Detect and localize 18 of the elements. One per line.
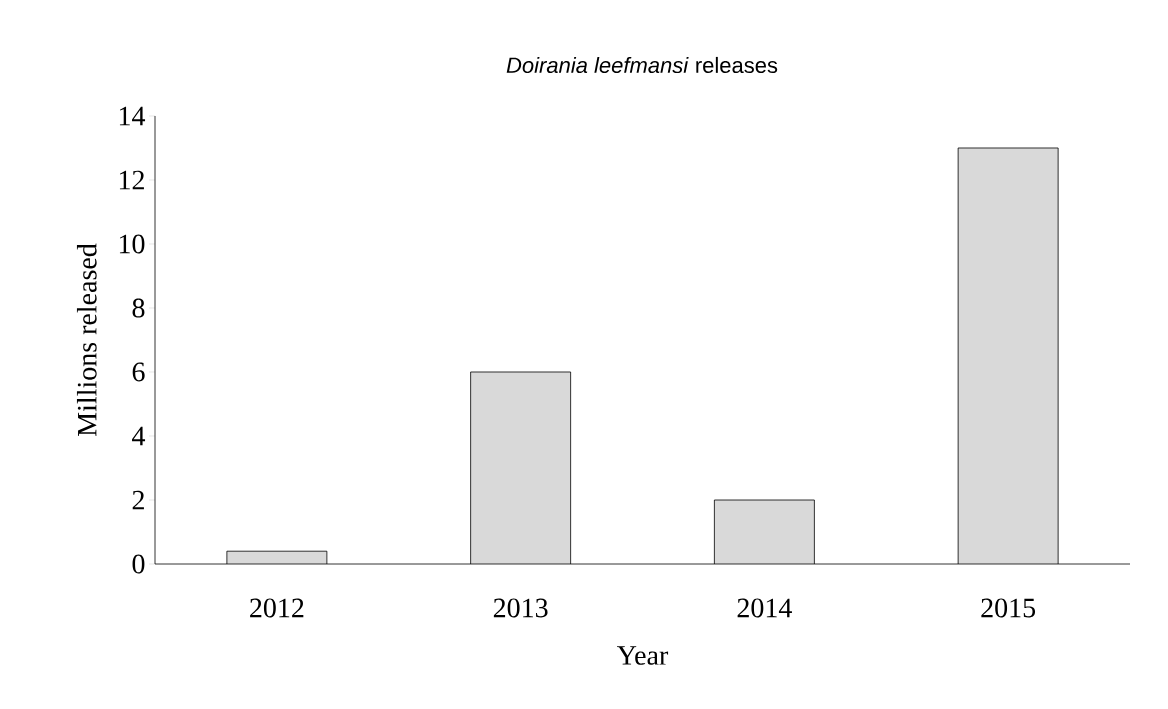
bar [714,500,815,564]
chart-title: Doirania leefmansi releases [506,56,778,74]
x-tick-label: 2013 [493,598,548,618]
y-tick-label: 6 [132,362,145,382]
x-tick-label: 2014 [737,598,792,618]
bar [470,372,571,564]
x-tick-label: 2015 [981,598,1036,618]
y-tick-label: 2 [132,490,144,510]
x-axis-title: Year [617,646,669,665]
y-tick-label: 12 [119,170,144,190]
y-tick-label: 0 [132,554,145,574]
y-tick-label: 10 [119,234,145,254]
x-tick-label: 2012 [250,598,304,618]
y-tick-label: 14 [119,106,146,126]
y-tick-label: 8 [132,298,145,318]
bar [957,147,1059,564]
y-axis-title: Millions released [76,243,97,436]
y-tick-label: 4 [132,426,146,446]
